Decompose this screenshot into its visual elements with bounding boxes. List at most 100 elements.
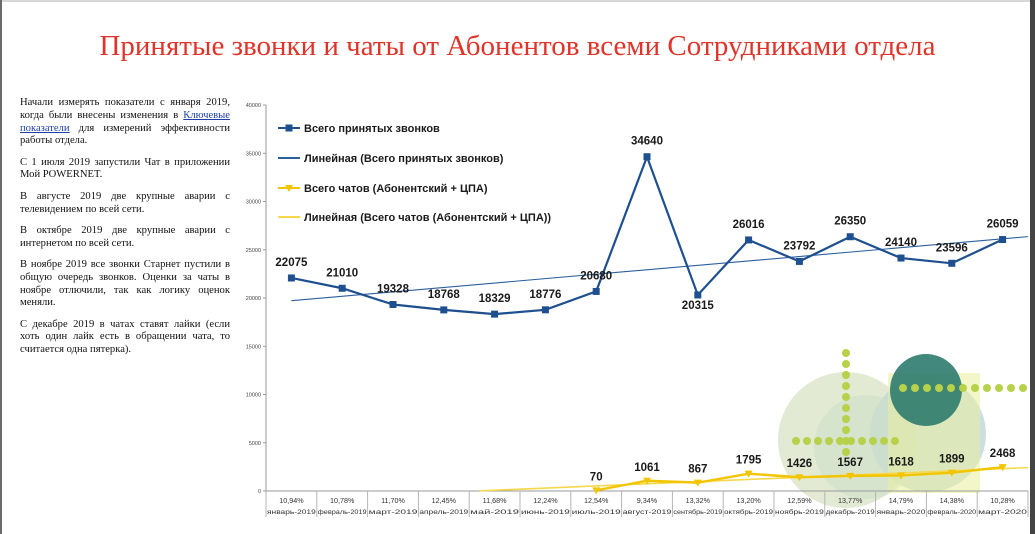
- decor-dot: [803, 437, 811, 445]
- x-category-label: июль-2019: [572, 509, 621, 516]
- x-category-label: апрель-2019: [419, 509, 468, 516]
- x-category-percent: 10,78%: [330, 496, 355, 505]
- decor-dot: [842, 393, 850, 401]
- x-category-label: декабрь-2019: [826, 508, 875, 516]
- chats-data-label: 1618: [888, 456, 914, 468]
- chats-point: [744, 470, 753, 478]
- decor-dot: [842, 360, 850, 368]
- chats-data-label: 1899: [939, 454, 965, 466]
- decor-dot: [1019, 384, 1027, 392]
- x-category-percent: 12,24%: [533, 496, 558, 505]
- decor-dot: [842, 426, 850, 434]
- decor-dot: [842, 349, 850, 357]
- calls-point: [999, 236, 1007, 244]
- decor-dot: [836, 437, 844, 445]
- chats-data-label: 1426: [787, 458, 813, 470]
- legend-item: Линейная (Всего чатов (Абонентский + ЦПА…: [278, 212, 551, 224]
- decor-dot: [983, 384, 991, 392]
- legend-label: Линейная (Всего принятых звонков): [304, 153, 504, 165]
- decor-dot: [825, 437, 833, 445]
- y-tick-label: 10000: [246, 393, 261, 399]
- trendline-chats: [479, 466, 1029, 492]
- legend-marker: [285, 124, 293, 132]
- decor-dot: [959, 384, 967, 392]
- calls-point: [745, 236, 753, 244]
- chats-point: [795, 474, 804, 482]
- note-1-text-before: Начали измерять показатели с января 2019…: [20, 97, 230, 121]
- calls-data-label: 19328: [377, 283, 410, 295]
- decor-dot: [891, 437, 899, 445]
- chats-data-label: 1567: [837, 457, 863, 469]
- legend-item: Всего принятых звонков: [278, 123, 440, 135]
- calls-point: [694, 291, 702, 299]
- x-category-percent: 14,79%: [889, 496, 914, 505]
- slide-left-border: [0, 0, 2, 534]
- calls-point: [440, 306, 448, 314]
- decor-dot: [899, 384, 907, 392]
- calls-data-label: 26016: [733, 219, 765, 231]
- x-category-label: июнь-2019: [521, 509, 570, 516]
- calls-data-label: 20315: [682, 300, 715, 312]
- decor-dot: [847, 437, 855, 445]
- chats-point: [592, 487, 601, 495]
- calls-data-label: 20680: [580, 270, 612, 282]
- note-4: В октябре 2019 две крупные аварии с инте…: [20, 224, 230, 249]
- x-category-percent: 12,54%: [584, 496, 609, 505]
- legend-label: Всего чатов (Абонентский + ЦПА): [304, 183, 488, 195]
- decor-dot: [923, 384, 931, 392]
- x-category-percent: 12,59%: [787, 496, 812, 505]
- x-category-percent: 9,34%: [637, 496, 658, 505]
- chats-point: [947, 469, 956, 477]
- calls-point: [643, 153, 651, 161]
- calls-chats-chart: 0 5000 10000 15000 20000 25000 30000 35000 40000…: [246, 103, 1029, 517]
- y-tick-label: 40000: [246, 103, 261, 109]
- calls-point: [948, 259, 956, 267]
- x-category-percent: 11,70%: [381, 496, 405, 505]
- note-1-text-after: для измерений эффективности работы отдел…: [20, 122, 230, 147]
- x-category-percent: 12,45%: [432, 496, 457, 505]
- x-category-label: ноябрь-2019: [775, 508, 824, 516]
- slide-title: Принятые звонки и чаты от Абонентов всем…: [99, 30, 936, 62]
- decor-dot: [935, 384, 943, 392]
- decor-dot: [947, 384, 955, 392]
- x-category-label: октябрь-2019: [724, 508, 773, 516]
- y-tick-label: 0: [258, 489, 261, 495]
- calls-point: [592, 287, 600, 295]
- calls-data-label: 18329: [479, 293, 511, 305]
- decor-dot: [814, 437, 822, 445]
- calls-point: [338, 284, 346, 292]
- chats-data-label: 70: [590, 471, 603, 483]
- decor-dot: [842, 404, 850, 412]
- chats-data-label: 1061: [634, 462, 660, 474]
- decor-dot: [842, 448, 850, 456]
- calls-point: [897, 254, 905, 262]
- chats-point: [846, 472, 855, 480]
- y-tick-label: 30000: [246, 200, 261, 206]
- chats-point: [643, 477, 651, 485]
- chats-data-label: 867: [688, 464, 707, 476]
- calls-data-label: 26059: [987, 219, 1019, 231]
- key-indicators-link[interactable]: Ключевые показатели: [20, 109, 230, 134]
- chats-data-label: 2468: [990, 448, 1016, 460]
- x-category-label: сентябрь-2019: [673, 508, 722, 516]
- calls-data-label: 18776: [529, 289, 561, 301]
- legend: Всего принятых звонков Линейная (Всего пр…: [278, 123, 551, 224]
- x-category-percent: 13,20%: [736, 496, 761, 505]
- calls-data-label: 21010: [326, 267, 358, 279]
- x-category-label: февраль-2019: [318, 509, 367, 516]
- chats-point: [998, 464, 1007, 472]
- x-category-percent: 13,32%: [686, 496, 711, 505]
- calls-point: [491, 310, 499, 318]
- decorative-art: [778, 349, 1027, 508]
- calls-data-label: 18768: [428, 289, 461, 301]
- y-tick-label: 5000: [249, 441, 261, 447]
- calls-point: [795, 257, 803, 265]
- decor-dot: [869, 437, 877, 445]
- legend-label: Всего принятых звонков: [304, 123, 440, 135]
- x-category-percent: 10,94%: [279, 496, 304, 505]
- slide-right-border: [1030, 0, 1035, 534]
- calls-data-label: 23596: [936, 242, 968, 254]
- notes-panel: Начали измерять показатели с января 2019…: [20, 97, 230, 366]
- x-category-percent: 10,28%: [990, 496, 1015, 505]
- note-5: В ноябре 2019 все звонки Старнет пустили…: [20, 258, 230, 309]
